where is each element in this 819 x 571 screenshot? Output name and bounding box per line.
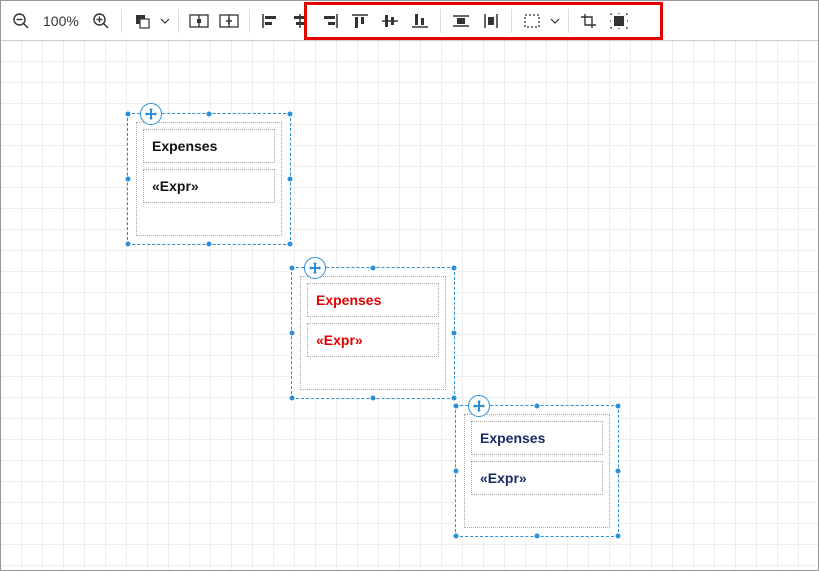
shape-inner: Expenses «Expr»	[136, 122, 282, 236]
zoom-level-label[interactable]: 100%	[37, 13, 85, 29]
align-bottom-icon[interactable]	[406, 7, 434, 35]
distribute-v-icon[interactable]	[477, 7, 505, 35]
arrange-dropdown-icon[interactable]	[158, 7, 172, 35]
group-icon[interactable]	[185, 7, 213, 35]
resize-handle[interactable]	[289, 395, 296, 402]
resize-handle[interactable]	[453, 468, 460, 475]
arrange-icon[interactable]	[128, 7, 156, 35]
resize-handle[interactable]	[451, 265, 458, 272]
shape-expression[interactable]: «Expr»	[471, 461, 603, 495]
shape-title[interactable]: Expenses	[471, 421, 603, 455]
zoom-out-icon[interactable]	[7, 7, 35, 35]
separator	[511, 9, 512, 33]
selected-shape[interactable]: Expenses «Expr»	[455, 405, 619, 537]
align-top-icon[interactable]	[346, 7, 374, 35]
select-icon[interactable]	[518, 7, 546, 35]
resize-handle[interactable]	[287, 176, 294, 183]
resize-handle[interactable]	[287, 241, 294, 248]
shape-expression[interactable]: «Expr»	[307, 323, 439, 357]
crop-icon[interactable]	[575, 7, 603, 35]
design-canvas[interactable]: Expenses «Expr» Expenses «Expr» Expenses «Exp…	[1, 41, 818, 570]
separator	[121, 9, 122, 33]
distribute-h-icon[interactable]	[447, 7, 475, 35]
selected-shape[interactable]: Expenses «Expr»	[127, 113, 291, 245]
separator	[178, 9, 179, 33]
toolbar: 100%	[1, 1, 818, 41]
resize-handle[interactable]	[534, 533, 541, 540]
align-middle-v-icon[interactable]	[376, 7, 404, 35]
resize-handle[interactable]	[370, 395, 377, 402]
resize-handle[interactable]	[125, 111, 132, 118]
align-center-h-icon[interactable]	[286, 7, 314, 35]
shape-title[interactable]: Expenses	[307, 283, 439, 317]
resize-handle[interactable]	[453, 403, 460, 410]
align-left-icon[interactable]	[256, 7, 284, 35]
shape-expression[interactable]: «Expr»	[143, 169, 275, 203]
zoom-in-icon[interactable]	[87, 7, 115, 35]
shape-title[interactable]: Expenses	[143, 129, 275, 163]
resize-handle[interactable]	[615, 403, 622, 410]
resize-handle[interactable]	[451, 395, 458, 402]
move-handle-icon[interactable]	[304, 257, 326, 279]
fit-icon[interactable]	[605, 7, 633, 35]
resize-handle[interactable]	[370, 265, 377, 272]
resize-handle[interactable]	[287, 111, 294, 118]
select-dropdown-icon[interactable]	[548, 7, 562, 35]
resize-handle[interactable]	[289, 330, 296, 337]
resize-handle[interactable]	[125, 241, 132, 248]
resize-handle[interactable]	[206, 241, 213, 248]
move-handle-icon[interactable]	[468, 395, 490, 417]
shape-inner: Expenses «Expr»	[464, 414, 610, 528]
separator	[568, 9, 569, 33]
separator	[249, 9, 250, 33]
align-right-icon[interactable]	[316, 7, 344, 35]
resize-handle[interactable]	[289, 265, 296, 272]
move-handle-icon[interactable]	[140, 103, 162, 125]
shape-inner: Expenses «Expr»	[300, 276, 446, 390]
resize-handle[interactable]	[125, 176, 132, 183]
resize-handle[interactable]	[615, 468, 622, 475]
resize-handle[interactable]	[453, 533, 460, 540]
resize-handle[interactable]	[534, 403, 541, 410]
resize-handle[interactable]	[615, 533, 622, 540]
selected-shape[interactable]: Expenses «Expr»	[291, 267, 455, 399]
resize-handle[interactable]	[206, 111, 213, 118]
separator	[440, 9, 441, 33]
ungroup-icon[interactable]	[215, 7, 243, 35]
resize-handle[interactable]	[451, 330, 458, 337]
